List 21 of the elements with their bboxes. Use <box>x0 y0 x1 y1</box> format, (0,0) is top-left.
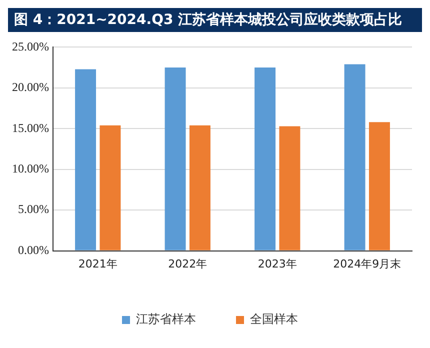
y-tick-label: 0.00% <box>18 242 49 257</box>
y-tick-label: 15.00% <box>12 120 49 135</box>
chart-title: 图 4：2021~2024.Q3 江苏省样本城投公司应收类款项占比 <box>8 8 422 32</box>
x-tick-label: 2022年 <box>168 257 208 270</box>
y-tick-label: 10.00% <box>12 162 49 176</box>
bar <box>279 126 300 250</box>
y-tick-label: 5.00% <box>18 202 49 216</box>
bar <box>254 68 276 250</box>
legend-label: 全国样本 <box>250 312 298 326</box>
x-tick-label: 2024年9月末 <box>333 257 402 270</box>
x-tick-label: 2023年 <box>258 257 297 270</box>
bar <box>368 122 390 250</box>
legend-label: 江苏省样本 <box>136 312 196 326</box>
bar <box>75 69 96 250</box>
x-tick-label: 2021年 <box>78 257 118 270</box>
bar <box>189 125 210 250</box>
bar <box>164 68 186 250</box>
y-tick-label: 25.00% <box>12 39 49 54</box>
bar <box>100 125 121 250</box>
bar <box>344 64 366 250</box>
y-tick-label: 20.00% <box>12 80 49 94</box>
